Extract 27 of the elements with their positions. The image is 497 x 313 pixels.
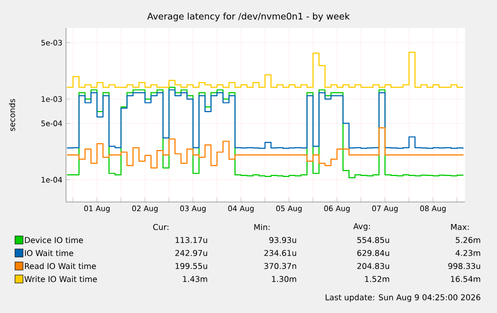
- text: 370.37n: [264, 262, 296, 270]
- chart-title: Average latency for /dev/nvme0n1 - by week: [147, 12, 350, 22]
- legend-label: Device IO time: [24, 236, 83, 244]
- text: Max:: [451, 224, 469, 230]
- text: 234.61u: [264, 250, 296, 256]
- text: 4.23m: [456, 250, 480, 256]
- text: 204.83u: [357, 262, 390, 270]
- text: Cur:: [153, 224, 168, 230]
- text: 629.84u: [357, 250, 390, 256]
- text: 998.33u: [448, 262, 480, 270]
- text: 242.97u: [175, 250, 208, 256]
- legend-label: Write IO Wait time: [24, 276, 97, 282]
- text: 1.30m: [272, 276, 296, 282]
- y-axis-title: seconds: [8, 99, 16, 131]
- legend-label: Read IO Wait time: [24, 262, 96, 270]
- text: Last update: Sun Aug 9 04:25:00 2026: [326, 294, 480, 302]
- text: Min:: [254, 224, 270, 230]
- text: 93.93u: [269, 236, 296, 244]
- text: 199.55u: [176, 262, 208, 270]
- text: 1.52m: [365, 276, 390, 282]
- legend-label: IO Wait time: [24, 250, 74, 256]
- text: 5.26m: [456, 236, 480, 244]
- text: 113.17u: [176, 236, 208, 244]
- text: 16.54m: [450, 276, 480, 282]
- text: 1.43m: [183, 276, 208, 282]
- text: 554.85u: [357, 236, 390, 244]
- text: Avg:: [353, 223, 370, 231]
